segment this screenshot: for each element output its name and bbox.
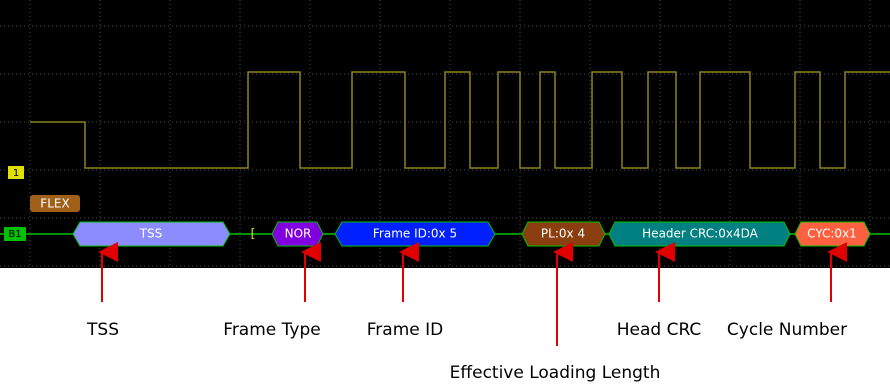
screenshot: 1 B1 FLEX TSS [ NOR Frame ID:0x 5 PL:0x … — [0, 0, 890, 386]
annotation: TSS — [86, 320, 119, 340]
protocol-tag: FLEX — [40, 197, 69, 211]
packet-label: Frame ID:0x 5 — [373, 227, 457, 241]
annotation: Frame ID — [367, 320, 443, 340]
annotation: Head CRC — [617, 320, 702, 340]
packet-label: PL:0x 4 — [541, 227, 585, 241]
annotation: Cycle Number — [727, 320, 847, 340]
packet-label: CYC:0x1 — [807, 227, 857, 241]
packet-label: TSS — [139, 227, 163, 241]
annotation: Effective Loading Length — [450, 363, 661, 383]
packet-label: [ — [251, 227, 256, 241]
annotation: Frame Type — [223, 320, 320, 340]
packet-label: NOR — [285, 227, 312, 241]
bus-marker: B1 — [8, 229, 21, 240]
channel-marker: 1 — [13, 168, 19, 179]
packet-label: Header CRC:0x4DA — [642, 227, 758, 241]
